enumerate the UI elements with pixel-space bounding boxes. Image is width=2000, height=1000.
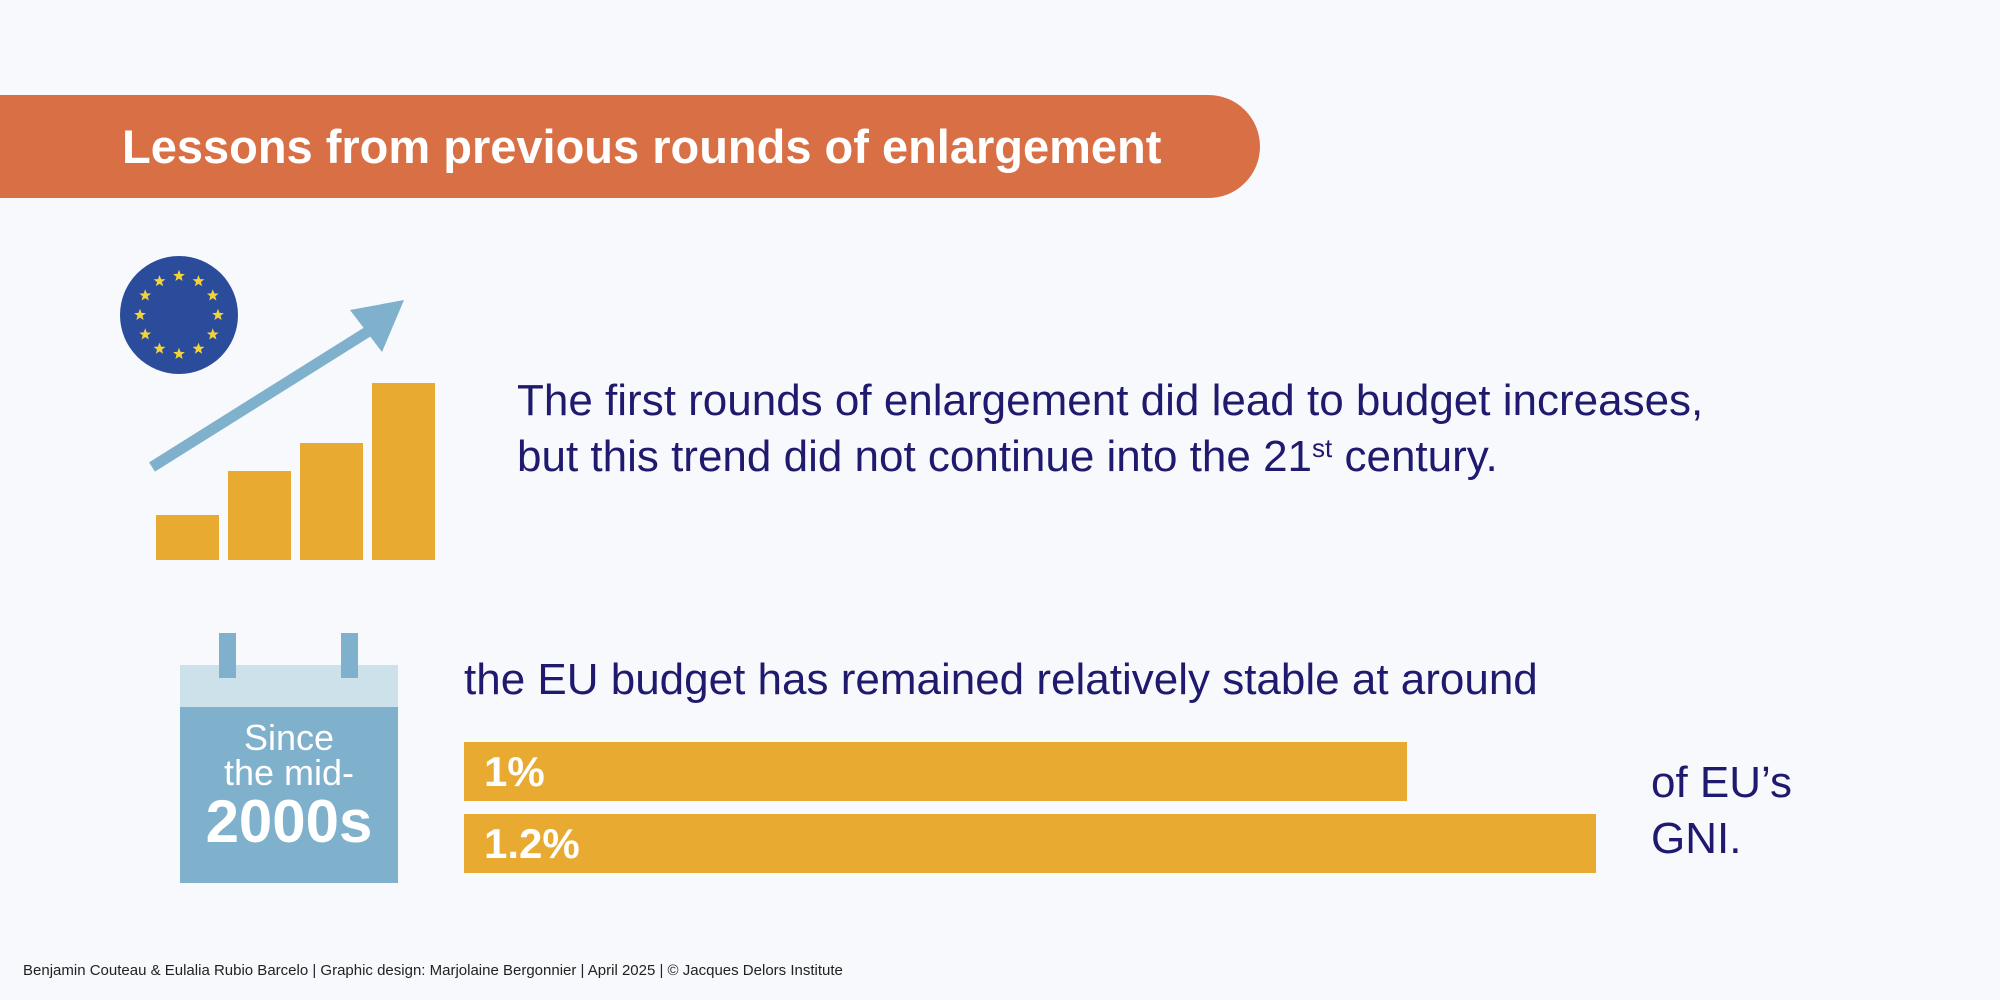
- eu-star-icon: [192, 275, 205, 287]
- calendar-line-2: the mid-: [223, 752, 355, 793]
- bar-label: 1.2%: [484, 820, 580, 867]
- arrow-head-icon: [350, 300, 404, 352]
- calendar-label: Since the mid- 2000s: [180, 720, 398, 854]
- eu-star-icon: [206, 328, 219, 340]
- calendar-line-3: 2000s: [205, 788, 373, 855]
- budget-bars: 1% 1.2%: [464, 742, 1664, 874]
- eu-star-icon: [134, 308, 146, 321]
- statement-line-2-end: century.: [1332, 432, 1498, 481]
- bar-1-2-percent: 1.2%: [464, 814, 1596, 873]
- credits-footer: Benjamin Couteau & Eulalia Rubio Barcelo…: [23, 962, 843, 979]
- statement-line-2-text: but this trend did not continue into the…: [517, 432, 1313, 481]
- eu-star-icon: [153, 275, 166, 287]
- eu-star-icon: [192, 342, 205, 354]
- eu-star-icon: [153, 342, 166, 354]
- eu-flag-icon: [120, 256, 238, 374]
- enlargement-statement: The first rounds of enlargement did lead…: [517, 373, 1917, 485]
- eu-star-icon: [173, 347, 185, 360]
- bar-chart-growth-icon: [120, 256, 435, 560]
- eu-star-icon: [139, 289, 152, 301]
- gni-line-2: GNI.: [1651, 814, 1742, 863]
- page-title: Lessons from previous rounds of enlargem…: [122, 120, 1162, 173]
- title-banner: Lessons from previous rounds of enlargem…: [0, 95, 1260, 198]
- eu-star-icon: [212, 308, 224, 321]
- bar-label: 1%: [484, 748, 545, 795]
- budget-statement: the EU budget has remained relatively st…: [464, 655, 1538, 704]
- bar-1-percent: 1%: [464, 742, 1407, 801]
- gni-label: of EU’s GNI.: [1651, 755, 1851, 867]
- statement-line-1: The first rounds of enlargement did lead…: [517, 376, 1704, 425]
- calendar-line-1: Since: [243, 717, 335, 758]
- ordinal-suffix: st: [1312, 433, 1333, 463]
- calendar-icon: [180, 633, 398, 883]
- eu-star-icon: [206, 289, 219, 301]
- eu-star-icon: [173, 269, 185, 282]
- gni-line-1: of EU’s: [1651, 758, 1793, 807]
- eu-star-icon: [139, 328, 152, 340]
- statement-line-2: but this trend did not continue into the…: [517, 429, 1917, 485]
